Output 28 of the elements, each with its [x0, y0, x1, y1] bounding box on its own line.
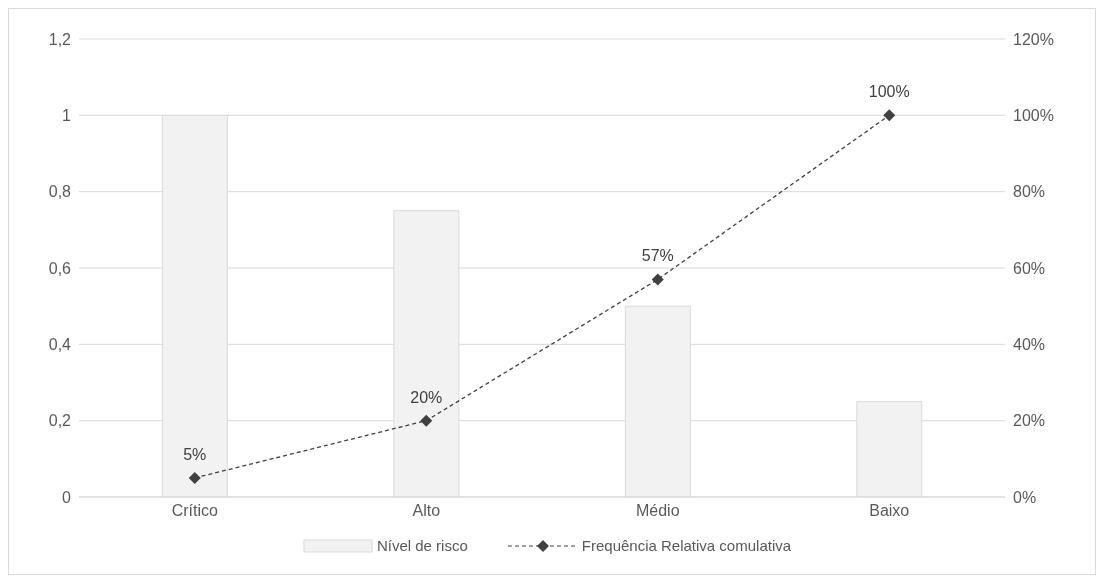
data-label: 5% [183, 445, 207, 463]
data-label: 100% [868, 83, 910, 101]
point [188, 471, 201, 484]
x-tick-label: Alto [412, 502, 441, 520]
legend-label: Nível de risco [375, 537, 468, 554]
x-tick-label: Médio [635, 502, 680, 520]
y-tick-label: 0,6 [48, 259, 72, 277]
y-tick-label: 1,2 [48, 30, 72, 48]
y2-tick-label: 40% [1013, 336, 1046, 354]
y2-tick-label: 100% [1013, 107, 1054, 125]
y2-tick-label: 120% [1013, 30, 1054, 48]
x-tick-label: Baixo [869, 502, 910, 520]
y-tick-label: 1 [62, 107, 72, 125]
y2-tick-label: 0% [1013, 488, 1037, 506]
point [651, 273, 664, 286]
x-tick-label: Crítico [171, 502, 218, 520]
y-tick-label: 0,4 [48, 336, 72, 354]
y-tick-label: 0,2 [48, 412, 72, 430]
y2-tick-label: 80% [1013, 183, 1046, 201]
point [420, 414, 433, 427]
y-tick-label: 0,8 [48, 183, 72, 201]
y2-tick-label: 20% [1013, 412, 1046, 430]
data-label: 20% [410, 388, 443, 406]
y2-tick-label: 60% [1013, 259, 1046, 277]
legend-label: Frequência Relativa comulativa [580, 537, 792, 554]
y-tick-label: 0 [62, 488, 72, 506]
data-label: 57% [641, 247, 674, 265]
point [883, 109, 896, 122]
